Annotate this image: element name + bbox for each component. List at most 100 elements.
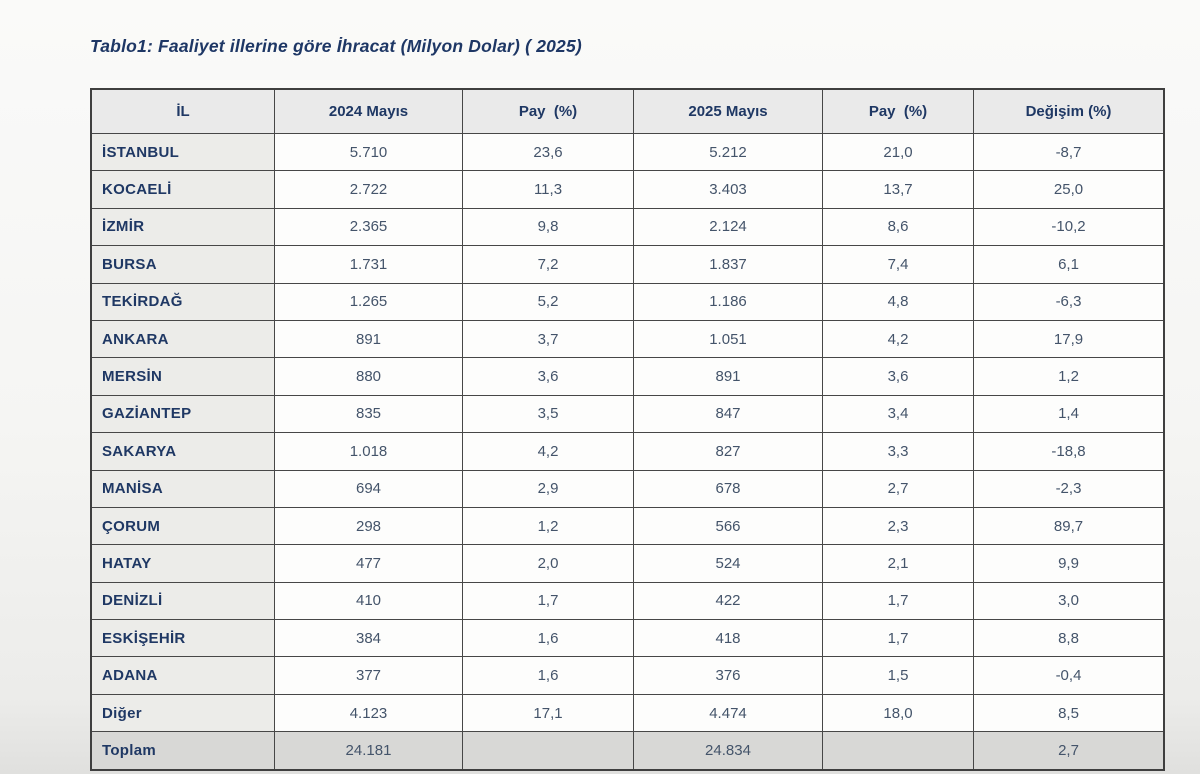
value-cell-m2024: 5.710	[274, 132, 463, 172]
value-cell-m2024: 384	[274, 619, 463, 658]
table-row: İZMİR 2.365 9,8 2.124 8,6 -10,2	[90, 207, 1165, 247]
value-cell-pay2025	[822, 731, 974, 771]
value-cell-m2025: 422	[633, 581, 823, 621]
value-cell-pay2024: 23,6	[462, 132, 634, 172]
value-cell-pay2024: 1,2	[462, 506, 634, 546]
value-cell-m2024: 477	[274, 544, 463, 583]
province-cell: ANKARA	[90, 319, 275, 359]
value-cell-pay2024: 7,2	[462, 245, 634, 284]
table-title: Tablo1: Faaliyet illerine göre İhracat (…	[90, 36, 582, 56]
province-cell: MANİSA	[90, 469, 275, 508]
value-cell-pay2024: 4,2	[462, 432, 634, 471]
value-cell-degisim: 25,0	[973, 170, 1165, 209]
value-cell-pay2025: 13,7	[822, 170, 974, 209]
province-cell: MERSİN	[90, 357, 275, 396]
value-cell-m2024: 410	[274, 581, 463, 621]
value-cell-pay2025: 4,2	[822, 319, 974, 359]
value-cell-degisim: -0,4	[973, 656, 1165, 695]
value-cell-m2025: 376	[633, 656, 823, 695]
value-cell-degisim: 3,0	[973, 581, 1165, 621]
value-cell-m2024: 298	[274, 506, 463, 546]
value-cell-m2025: 827	[633, 432, 823, 471]
value-cell-pay2025: 3,4	[822, 394, 974, 434]
value-cell-pay2025: 2,3	[822, 506, 974, 546]
value-cell-pay2024: 9,8	[462, 207, 634, 247]
table-row: BURSA 1.731 7,2 1.837 7,4 6,1	[90, 245, 1165, 284]
province-cell: GAZİANTEP	[90, 394, 275, 434]
column-header-il: İL	[90, 88, 275, 134]
table-row: GAZİANTEP 835 3,5 847 3,4 1,4	[90, 394, 1165, 434]
value-cell-m2024: 377	[274, 656, 463, 695]
province-cell: SAKARYA	[90, 432, 275, 471]
value-cell-m2024: 891	[274, 319, 463, 359]
value-cell-m2025: 524	[633, 544, 823, 583]
value-cell-m2024: 694	[274, 469, 463, 508]
value-cell-degisim: 17,9	[973, 319, 1165, 359]
value-cell-m2025: 3.403	[633, 170, 823, 209]
value-cell-degisim: -8,7	[973, 132, 1165, 172]
value-cell-m2024: 1.265	[274, 282, 463, 321]
province-cell: İSTANBUL	[90, 132, 275, 172]
province-cell: İZMİR	[90, 207, 275, 247]
export-table-container: İL 2024 Mayıs Pay (%) 2025 Mayıs Pay (%) Deği…	[90, 88, 1165, 771]
value-cell-pay2024: 17,1	[462, 693, 634, 733]
table-row: ADANA 377 1,6 376 1,5 -0,4	[90, 656, 1165, 695]
table-row: İSTANBUL 5.710 23,6 5.212 21,0 -8,7	[90, 132, 1165, 172]
column-header-degisim: Değişim (%)	[973, 88, 1165, 134]
value-cell-pay2024: 1,7	[462, 581, 634, 621]
province-cell: DENİZLİ	[90, 581, 275, 621]
province-cell: ESKİŞEHİR	[90, 619, 275, 658]
table-row: MERSİN 880 3,6 891 3,6 1,2	[90, 357, 1165, 396]
province-cell: ADANA	[90, 656, 275, 695]
value-cell-m2024: 1.731	[274, 245, 463, 284]
table-head: İL 2024 Mayıs Pay (%) 2025 Mayıs Pay (%) Deği…	[90, 88, 1165, 134]
total-row: Toplam 24.181 24.834 2,7	[90, 731, 1165, 771]
table-row: HATAY 477 2,0 524 2,1 9,9	[90, 544, 1165, 583]
value-cell-m2024: 880	[274, 357, 463, 396]
value-cell-m2025: 678	[633, 469, 823, 508]
value-cell-pay2024: 3,5	[462, 394, 634, 434]
value-cell-pay2025: 1,7	[822, 581, 974, 621]
value-cell-pay2025: 3,6	[822, 357, 974, 396]
value-cell-pay2024: 3,6	[462, 357, 634, 396]
value-cell-degisim: -2,3	[973, 469, 1165, 508]
value-cell-degisim: -18,8	[973, 432, 1165, 471]
column-header-pay2025: Pay (%)	[822, 88, 974, 134]
table-row: MANİSA 694 2,9 678 2,7 -2,3	[90, 469, 1165, 508]
value-cell-pay2025: 3,3	[822, 432, 974, 471]
value-cell-m2024: 1.018	[274, 432, 463, 471]
value-cell-m2024: 2.365	[274, 207, 463, 247]
value-cell-pay2024: 5,2	[462, 282, 634, 321]
value-cell-degisim: -10,2	[973, 207, 1165, 247]
value-cell-pay2025: 21,0	[822, 132, 974, 172]
province-cell: KOCAELİ	[90, 170, 275, 209]
export-by-province-table: İL 2024 Mayıs Pay (%) 2025 Mayıs Pay (%) Deği…	[90, 88, 1165, 771]
value-cell-degisim: -6,3	[973, 282, 1165, 321]
value-cell-degisim: 8,8	[973, 619, 1165, 658]
value-cell-pay2025: 8,6	[822, 207, 974, 247]
value-cell-pay2025: 4,8	[822, 282, 974, 321]
value-cell-m2025: 5.212	[633, 132, 823, 172]
value-cell-pay2025: 7,4	[822, 245, 974, 284]
value-cell-m2024: 24.181	[274, 731, 463, 771]
value-cell-pay2024: 2,9	[462, 469, 634, 508]
table-row: TEKİRDAĞ 1.265 5,2 1.186 4,8 -6,3	[90, 282, 1165, 321]
value-cell-m2025: 1.051	[633, 319, 823, 359]
value-cell-pay2025: 2,7	[822, 469, 974, 508]
value-cell-m2025: 566	[633, 506, 823, 546]
value-cell-pay2025: 18,0	[822, 693, 974, 733]
province-cell: BURSA	[90, 245, 275, 284]
value-cell-degisim: 1,2	[973, 357, 1165, 396]
value-cell-pay2024: 3,7	[462, 319, 634, 359]
value-cell-pay2024: 1,6	[462, 619, 634, 658]
value-cell-degisim: 89,7	[973, 506, 1165, 546]
value-cell-pay2024	[462, 731, 634, 771]
table-row: SAKARYA 1.018 4,2 827 3,3 -18,8	[90, 432, 1165, 471]
province-cell: Diğer	[90, 693, 275, 733]
table-row: ESKİŞEHİR 384 1,6 418 1,7 8,8	[90, 619, 1165, 658]
value-cell-m2025: 4.474	[633, 693, 823, 733]
value-cell-degisim: 8,5	[973, 693, 1165, 733]
value-cell-degisim: 9,9	[973, 544, 1165, 583]
value-cell-pay2024: 2,0	[462, 544, 634, 583]
value-cell-pay2024: 1,6	[462, 656, 634, 695]
